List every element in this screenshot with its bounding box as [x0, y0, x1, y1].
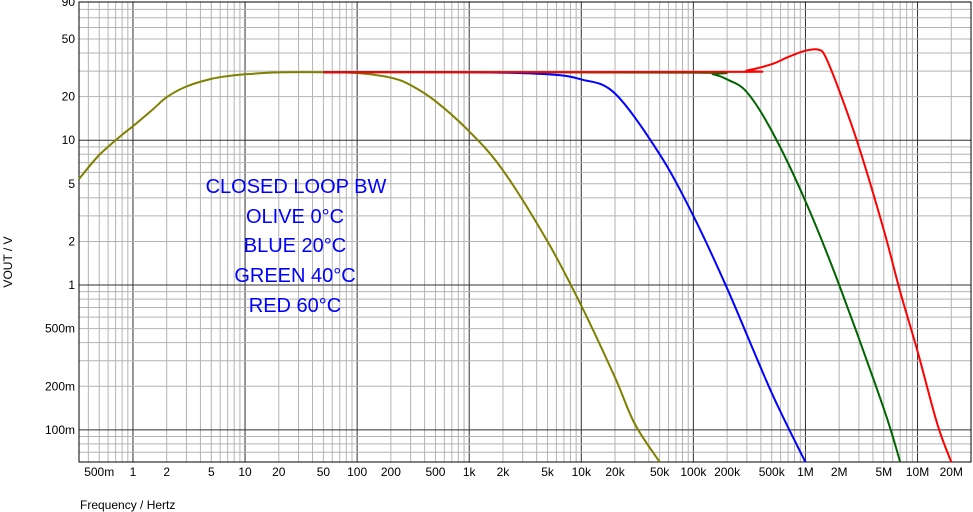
y-tick-label: 500m [45, 322, 75, 336]
y-tick-label: 5 [68, 177, 75, 191]
annotation-blue: BLUE 20°C [244, 235, 347, 257]
y-tick-label: 100m [45, 423, 75, 437]
chart-annotations: CLOSED LOOP BW OLIVE 0°C BLUE 20°C GREEN… [206, 176, 387, 317]
x-tick-label: 5k [541, 465, 555, 479]
x-tick-label: 2 [163, 465, 170, 479]
plot-grid [78, 1, 972, 463]
annotation-title: CLOSED LOOP BW [206, 176, 387, 198]
y-tick-label: 1 [68, 278, 75, 292]
y-tick-label: 10 [62, 133, 76, 147]
x-tick-label: 200 [381, 465, 401, 479]
x-tick-label: 1M [797, 465, 814, 479]
series-line-0 [78, 71, 661, 463]
x-tick-label: 20M [940, 465, 963, 479]
x-tick-label: 20k [605, 465, 625, 479]
y-tick-label: 90 [62, 0, 76, 9]
x-tick-label: 500m [84, 465, 114, 479]
series-line-3 [323, 48, 953, 463]
x-tick-label: 5 [208, 465, 215, 479]
x-tick-label: 10M [906, 465, 929, 479]
x-tick-label: 2k [497, 465, 511, 479]
x-tick-label: 500 [425, 465, 445, 479]
x-tick-label: 20 [272, 465, 286, 479]
x-tick-label: 200k [714, 465, 741, 479]
x-tick-label: 100k [680, 465, 707, 479]
x-tick-label: 1k [463, 465, 477, 479]
y-tick-label: 200m [45, 379, 75, 393]
y-tick-label: 50 [62, 32, 76, 46]
x-tick-labels: 500m 1 2 5 10 20 50 100 200 500 1k 2k 5k 10k 20k 50k 100… [84, 465, 963, 479]
x-tick-label: 500k [759, 465, 786, 479]
x-tick-label: 10k [572, 465, 592, 479]
annotation-green: GREEN 40°C [234, 265, 355, 287]
x-tick-label: 2M [831, 465, 848, 479]
x-tick-label: 50k [650, 465, 670, 479]
plot-curves [78, 48, 953, 463]
x-tick-label: 10 [238, 465, 252, 479]
x-tick-label: 50 [317, 465, 331, 479]
x-tick-label: 1 [130, 465, 137, 479]
y-tick-label: 20 [62, 90, 76, 104]
series-line-2 [323, 71, 902, 463]
y-axis-label: VOUT / V [1, 236, 15, 287]
y-tick-labels: 90 50 20 10 5 2 1 500m 200m 100m [45, 0, 75, 437]
plot-frame [78, 1, 972, 463]
x-tick-label: 5M [875, 465, 892, 479]
x-tick-label: 100 [347, 465, 367, 479]
annotation-olive: OLIVE 0°C [246, 206, 344, 228]
y-tick-label: 2 [68, 234, 75, 248]
x-axis-label: Frequency / Hertz [80, 498, 175, 512]
annotation-red: RED 60°C [249, 295, 341, 317]
